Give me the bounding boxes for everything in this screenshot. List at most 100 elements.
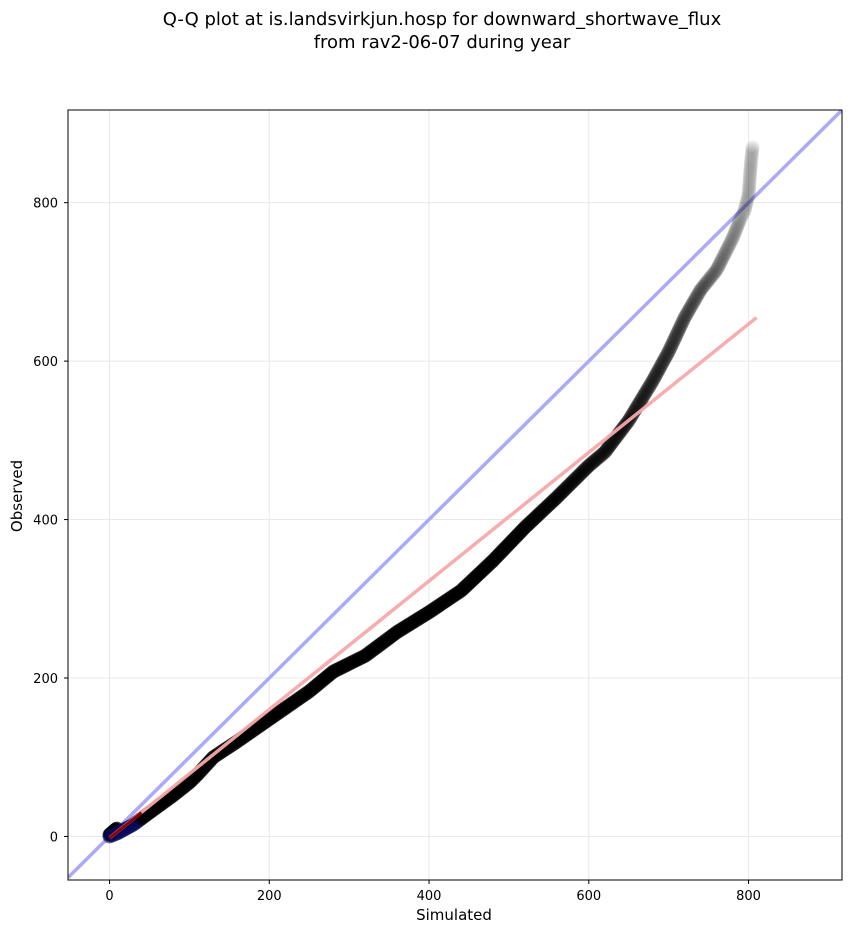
data-point xyxy=(655,356,670,371)
data-point xyxy=(733,211,748,226)
data-point xyxy=(670,324,685,339)
data-point xyxy=(676,312,691,327)
data-point xyxy=(723,234,738,249)
data-point xyxy=(708,264,723,279)
data-point xyxy=(735,207,750,222)
x-tick-label: 800 xyxy=(736,889,761,904)
data-point xyxy=(698,276,713,291)
data-point xyxy=(667,332,682,347)
data-point xyxy=(665,337,680,352)
data-point xyxy=(597,445,612,460)
data-point xyxy=(693,282,708,297)
data-point xyxy=(637,387,652,402)
data-point xyxy=(724,233,739,248)
x-tick-label: 200 xyxy=(257,889,282,904)
data-point xyxy=(738,201,753,216)
data-point xyxy=(711,259,726,274)
data-point xyxy=(542,497,557,512)
data-point xyxy=(625,406,640,421)
data-point xyxy=(675,314,690,329)
data-point xyxy=(687,293,702,308)
data-point xyxy=(632,396,647,411)
data-point xyxy=(562,477,577,492)
axis-ticks: 0 200 400 600 800 0 200 400 600 800 xyxy=(33,197,761,904)
data-point xyxy=(692,284,707,299)
data-point xyxy=(730,218,745,233)
data-point xyxy=(742,173,757,188)
data-point xyxy=(703,270,718,285)
data-point xyxy=(647,370,662,385)
data-point xyxy=(570,470,585,485)
data-point xyxy=(745,140,760,155)
data-point xyxy=(741,187,756,202)
data-point xyxy=(744,148,759,163)
data-point xyxy=(645,373,660,388)
data-point xyxy=(551,488,566,503)
data-point xyxy=(740,193,755,208)
data-point xyxy=(691,286,706,301)
data-point xyxy=(565,474,580,489)
data-point xyxy=(601,440,616,455)
data-point xyxy=(671,323,686,338)
data-point xyxy=(644,375,659,390)
data-point xyxy=(690,288,705,303)
data-point xyxy=(717,247,732,262)
data-point xyxy=(743,165,758,180)
data-point xyxy=(675,315,690,330)
data-point xyxy=(739,195,754,210)
data-point xyxy=(640,382,655,397)
data-point xyxy=(718,245,733,260)
data-point xyxy=(588,453,603,468)
data-point xyxy=(581,458,596,473)
data-point xyxy=(564,475,579,490)
data-point xyxy=(721,240,736,255)
data-point xyxy=(745,142,760,157)
plot-area xyxy=(68,110,842,879)
data-point xyxy=(732,213,747,228)
data-point xyxy=(705,267,720,282)
data-point xyxy=(535,504,550,519)
data-point xyxy=(643,377,658,392)
data-point xyxy=(689,289,704,304)
data-point xyxy=(656,353,671,368)
data-point xyxy=(731,216,746,231)
data-point xyxy=(729,220,744,235)
data-point xyxy=(699,275,714,290)
data-point xyxy=(716,248,731,263)
data-point xyxy=(592,449,607,464)
plot-frame xyxy=(67,109,843,881)
data-point xyxy=(658,349,673,364)
data-point xyxy=(712,257,727,272)
data-point xyxy=(650,365,665,380)
data-point xyxy=(669,328,684,343)
data-point xyxy=(740,191,755,206)
chart-title-line-2: from rav2-06-07 during year xyxy=(314,32,571,53)
data-point xyxy=(578,461,593,476)
data-point xyxy=(594,447,609,462)
data-point xyxy=(526,512,541,527)
data-point xyxy=(546,493,561,508)
fit-line-low-segment xyxy=(108,811,143,840)
data-point xyxy=(568,471,583,486)
data-point xyxy=(694,281,709,296)
data-point xyxy=(739,197,754,212)
data-point xyxy=(529,509,544,524)
data-point xyxy=(702,272,717,287)
data-point xyxy=(533,505,548,520)
data-point xyxy=(554,486,569,501)
data-point xyxy=(743,156,758,171)
data-point xyxy=(719,243,734,258)
data-point xyxy=(680,305,695,320)
data-point xyxy=(589,451,604,466)
data-point xyxy=(728,224,743,239)
data-point xyxy=(710,261,725,276)
data-point xyxy=(722,236,737,251)
data-point xyxy=(727,227,742,242)
data-point xyxy=(538,501,553,516)
data-point xyxy=(528,510,543,525)
data-point xyxy=(684,298,699,313)
data-point xyxy=(726,229,741,244)
data-point xyxy=(636,389,651,404)
data-point xyxy=(659,348,674,363)
